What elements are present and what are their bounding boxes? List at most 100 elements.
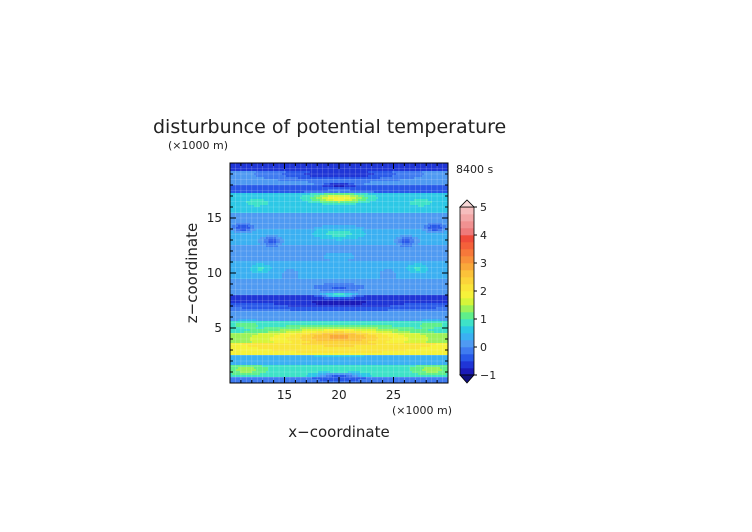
x-tick-label: 25 bbox=[386, 388, 401, 402]
field-cell bbox=[230, 267, 251, 270]
field-cell bbox=[364, 231, 427, 234]
field-cell bbox=[230, 321, 448, 324]
field-cell bbox=[394, 241, 399, 244]
field-cell bbox=[260, 237, 267, 240]
field-cell bbox=[346, 295, 351, 298]
field-cell bbox=[262, 269, 271, 272]
field-cell bbox=[250, 223, 429, 226]
field-cell bbox=[230, 339, 251, 342]
field-cell bbox=[444, 231, 448, 234]
field-cell bbox=[302, 343, 377, 346]
field-cell bbox=[274, 303, 317, 306]
field-cell bbox=[390, 305, 448, 308]
field-cell bbox=[250, 329, 281, 332]
field-cell bbox=[230, 261, 448, 264]
field-cell bbox=[356, 225, 425, 228]
y-unit-label: (×1000 m) bbox=[168, 139, 228, 152]
colorbar-segment bbox=[460, 256, 474, 264]
field-cell bbox=[310, 341, 369, 344]
field-cell bbox=[428, 199, 448, 202]
field-cell bbox=[282, 237, 321, 240]
field-cell bbox=[230, 171, 257, 174]
field-cell bbox=[298, 177, 381, 180]
colorbar-segment bbox=[460, 340, 474, 348]
field-cell bbox=[230, 257, 325, 260]
field-cell bbox=[272, 349, 407, 352]
field-cell bbox=[362, 339, 377, 342]
field-cell bbox=[230, 309, 291, 312]
field-cell bbox=[230, 273, 283, 276]
field-cell bbox=[230, 287, 315, 290]
field-cell bbox=[420, 333, 448, 336]
field-cell bbox=[334, 199, 345, 202]
field-cell bbox=[230, 215, 448, 218]
field-cell bbox=[400, 179, 448, 182]
field-cell bbox=[416, 269, 421, 272]
field-cell bbox=[230, 359, 448, 362]
field-cell bbox=[344, 185, 357, 188]
colorbar-label: 3 bbox=[480, 257, 487, 270]
field-cell bbox=[394, 271, 411, 274]
field-cell bbox=[236, 229, 241, 232]
field-cell bbox=[324, 345, 355, 348]
field-cell bbox=[276, 239, 281, 242]
field-cell bbox=[380, 277, 397, 280]
field-cell bbox=[358, 293, 448, 296]
field-cell bbox=[332, 375, 347, 378]
field-cell bbox=[270, 269, 287, 272]
field-cell bbox=[230, 277, 283, 280]
field-cell bbox=[230, 379, 321, 382]
field-cell bbox=[340, 191, 375, 194]
field-cell bbox=[286, 175, 311, 178]
field-cell bbox=[390, 339, 409, 342]
field-cell bbox=[368, 333, 383, 336]
field-cell bbox=[314, 287, 333, 290]
field-cell bbox=[364, 235, 401, 238]
field-cell bbox=[240, 229, 247, 232]
field-cell bbox=[352, 199, 359, 202]
field-cell bbox=[362, 197, 369, 200]
field-cell bbox=[364, 183, 448, 186]
colorbar-label: 0 bbox=[480, 341, 487, 354]
field-cell bbox=[254, 225, 323, 228]
field-cell bbox=[230, 169, 448, 172]
field-cell bbox=[230, 319, 239, 322]
field-cell bbox=[298, 273, 381, 276]
field-cell bbox=[316, 197, 323, 200]
field-cell bbox=[316, 331, 335, 334]
field-cell bbox=[408, 265, 427, 268]
field-cell bbox=[380, 273, 397, 276]
field-cell bbox=[340, 201, 359, 204]
field-cell bbox=[364, 287, 448, 290]
field-cell bbox=[230, 325, 237, 328]
field-cell bbox=[364, 355, 448, 358]
field-cell bbox=[420, 239, 448, 242]
field-cell bbox=[364, 285, 448, 288]
field-cell bbox=[264, 327, 301, 330]
field-cell bbox=[356, 203, 411, 206]
colorbar-extend-min bbox=[459, 374, 475, 384]
field-cell bbox=[410, 369, 423, 372]
field-cell bbox=[230, 345, 249, 348]
field-cell bbox=[420, 267, 429, 270]
field-cell bbox=[396, 273, 448, 276]
field-cell bbox=[372, 375, 448, 378]
field-cell bbox=[374, 191, 448, 194]
field-cell bbox=[230, 195, 303, 198]
field-cell bbox=[354, 345, 431, 348]
field-cell bbox=[308, 373, 319, 376]
field-cell bbox=[324, 297, 355, 300]
field-cell bbox=[348, 183, 355, 186]
field-cell bbox=[234, 231, 253, 234]
field-cell bbox=[386, 341, 405, 344]
field-cell bbox=[442, 325, 448, 328]
field-cell bbox=[358, 375, 363, 378]
field-cell bbox=[410, 331, 435, 334]
field-cell bbox=[396, 237, 403, 240]
field-cell bbox=[430, 225, 441, 228]
field-cell bbox=[256, 171, 287, 174]
field-cell bbox=[426, 271, 448, 274]
field-cell bbox=[280, 329, 303, 332]
field-cell bbox=[410, 239, 415, 242]
field-cell bbox=[408, 339, 429, 342]
